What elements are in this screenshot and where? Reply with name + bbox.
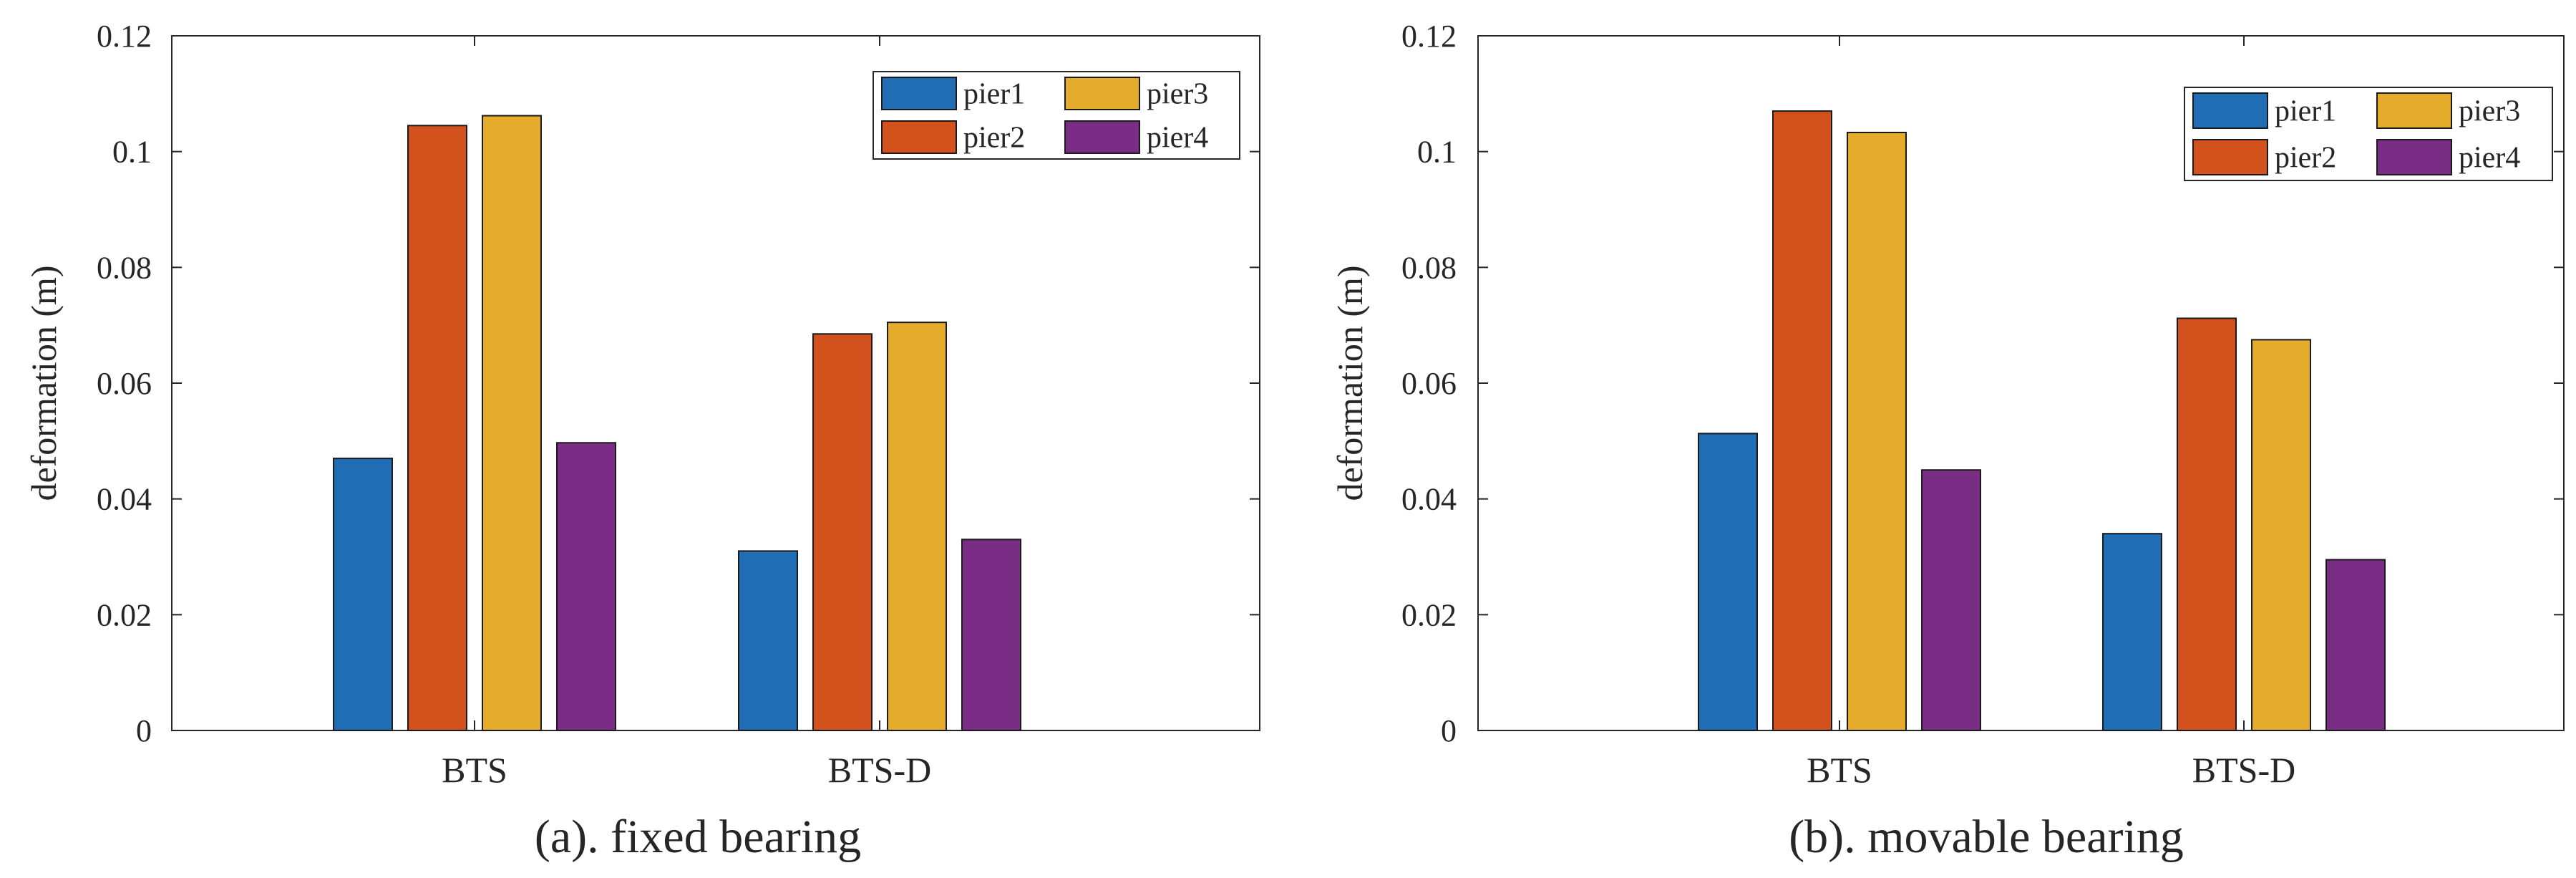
bar-pier1-BTS <box>1698 433 1758 731</box>
y-axis-label: deformation (m) <box>1330 265 1370 501</box>
legend-swatch-pier1 <box>2192 92 2268 129</box>
bar-pier2-BTS-D <box>2177 317 2237 731</box>
legend-swatch-pier2 <box>2192 139 2268 175</box>
bar-pier4-BTS-D <box>2325 559 2386 732</box>
y-tick-label: 0.1 <box>1417 135 1457 170</box>
legend-label-pier2: pier2 <box>963 122 1025 155</box>
bar-pier1-BTS-D <box>2102 533 2162 732</box>
bar-pier2-BTS <box>1772 110 1832 732</box>
y-tick-label: 0.08 <box>1401 250 1457 285</box>
bar-pier3-BTS <box>482 115 542 732</box>
y-tick-label: 0.02 <box>1401 597 1457 632</box>
legend-swatch-pier4 <box>1064 120 1140 154</box>
y-tick-label: 0 <box>136 713 152 748</box>
panel-caption: (a). fixed bearing <box>535 811 861 863</box>
y-axis-label: deformation (m) <box>24 265 64 501</box>
bar-pier4-BTS-D <box>961 539 1021 731</box>
legend-swatch-pier2 <box>881 120 957 154</box>
y-tick-label: 0.02 <box>97 597 152 632</box>
y-tick-label: 0.1 <box>112 135 152 170</box>
legend-label-pier3: pier3 <box>1147 78 1208 111</box>
panel-movable-bearing: 0 0.02 0.04 0.06 0.08 0.1 0.12 deformation (m) B… <box>1330 19 2565 863</box>
legend-swatch-pier3 <box>2376 92 2452 129</box>
bar-pier1-BTS-D <box>738 550 798 732</box>
x-tick-label: BTS-D <box>2192 750 2295 790</box>
y-tick-label: 0.06 <box>97 366 152 401</box>
legend-swatch-pier4 <box>2376 139 2452 175</box>
y-tick-label: 0.04 <box>1401 482 1457 517</box>
legend-swatch-pier3 <box>1064 77 1140 110</box>
y-tick-label: 0.08 <box>97 250 152 285</box>
bar-pier2-BTS-D <box>812 333 873 731</box>
x-tick-label: BTS <box>1807 750 1872 790</box>
legend-label-pier4: pier4 <box>1147 122 1208 155</box>
y-tick-label: 0.12 <box>97 19 152 54</box>
x-tick-label: BTS <box>442 750 507 790</box>
bar-pier3-BTS <box>1847 131 1907 732</box>
legend-label-pier4: pier4 <box>2459 142 2520 175</box>
y-tick-label: 0 <box>1441 713 1457 748</box>
legend-label-pier3: pier3 <box>2459 95 2520 128</box>
legend-swatch-pier1 <box>881 77 957 110</box>
legend-label-pier1: pier1 <box>2275 95 2336 128</box>
panel-caption: (b). movable bearing <box>1789 811 2184 863</box>
bar-pier1-BTS <box>333 458 393 731</box>
bar-pier3-BTS-D <box>2251 339 2311 731</box>
legend-label-pier2: pier2 <box>2275 142 2336 175</box>
y-tick-label: 0.04 <box>97 482 152 517</box>
legend-label-pier1: pier1 <box>963 78 1025 111</box>
y-tick-label: 0.06 <box>1401 366 1457 401</box>
bar-pier4-BTS <box>556 442 616 732</box>
x-tick-label: BTS-D <box>828 750 931 790</box>
bar-pier4-BTS <box>1921 469 1981 731</box>
bar-pier2-BTS <box>407 125 467 731</box>
bar-pier3-BTS-D <box>887 322 947 731</box>
y-tick-label: 0.12 <box>1401 19 1457 54</box>
panel-fixed-bearing: 0 0.02 0.04 0.06 0.08 0.1 0.12 deformation (m) B… <box>24 19 1260 863</box>
